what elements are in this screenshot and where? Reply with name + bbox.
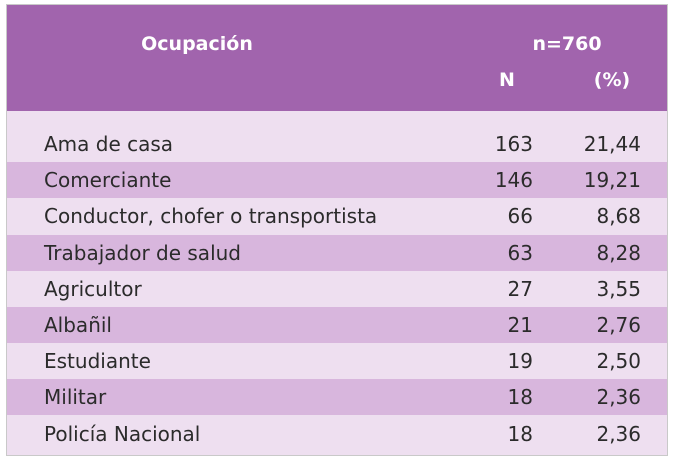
table-row: Albañil 21 2,76 <box>7 307 667 343</box>
count: 163 <box>494 132 533 156</box>
table: Ocupación n=760 N (%) Ama de casa 163 21,4… <box>6 4 668 456</box>
percent: 3,55 <box>596 276 641 301</box>
table-row: Militar 18 2,36 <box>7 379 667 416</box>
count: 146 <box>494 168 533 193</box>
column-title: Ocupación <box>141 33 253 55</box>
percent: 8,28 <box>596 240 641 265</box>
occupation: Albañil <box>44 313 112 337</box>
table-row: Ama de casa 163 21,44 <box>7 126 667 162</box>
occupation: Ama de casa <box>44 132 174 156</box>
column-pct: (%) <box>593 69 631 91</box>
percent: 2,76 <box>596 313 641 337</box>
count: 19 <box>507 349 533 374</box>
table-row: Agricultor 27 3,55 <box>7 271 667 307</box>
occupation: Comerciante <box>44 168 172 193</box>
table-row: Estudiante 19 2,50 <box>7 343 667 379</box>
count: 18 <box>507 385 533 410</box>
occupation: Estudiante <box>44 349 151 374</box>
table-row: Conductor, chofer o transportista 66 8,68 <box>7 198 667 234</box>
sample-size: n=760 <box>532 33 602 55</box>
count: 18 <box>507 421 533 446</box>
percent: 21,44 <box>583 132 641 156</box>
count: 21 <box>507 313 533 337</box>
occupation: Militar <box>44 385 107 410</box>
percent: 2,50 <box>596 349 641 374</box>
table-row: Comerciante 146 19,21 <box>7 162 667 199</box>
count: 63 <box>507 240 533 265</box>
percent: 8,68 <box>596 204 641 229</box>
column-n: N <box>499 69 515 91</box>
count: 27 <box>507 276 533 301</box>
occupation: Trabajador de salud <box>44 240 241 265</box>
percent: 19,21 <box>583 168 641 193</box>
occupation: Conductor, chofer o transportista <box>44 204 378 229</box>
percent: 2,36 <box>596 421 641 446</box>
percent: 2,36 <box>596 385 641 410</box>
table-row: Trabajador de salud 63 8,28 <box>7 234 667 271</box>
occupation: Agricultor <box>44 276 142 301</box>
count: 66 <box>507 204 533 229</box>
occupation: Policía Nacional <box>44 421 201 446</box>
table-row: Policía Nacional 18 2,36 <box>7 416 667 452</box>
table-header: Ocupación n=760 N (%) <box>7 5 667 111</box>
